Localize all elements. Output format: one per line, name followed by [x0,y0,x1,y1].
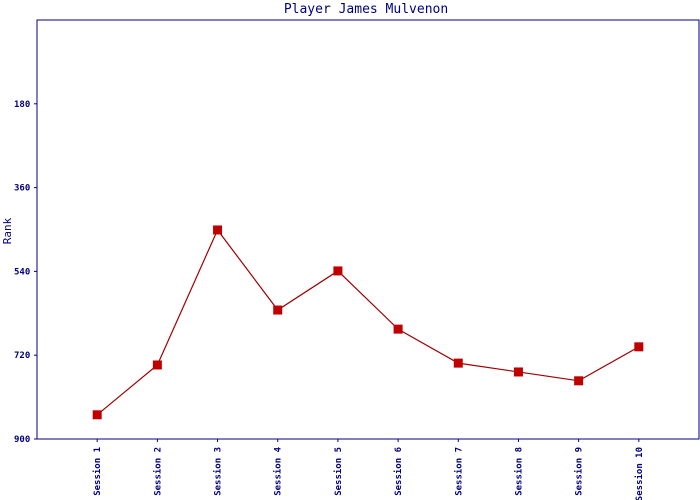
point-marker [273,305,283,315]
series-line [96,228,640,416]
y-tick-label: 720 [14,351,30,361]
x-tick-label: Session 8 [513,447,524,496]
x-tick-label: Session 1 [92,447,103,496]
plot-frame [36,19,700,440]
x-tick-label: Session 3 [213,447,224,496]
x-tick-label: Session 7 [453,447,464,496]
point-marker [453,358,463,368]
x-tick-label: Session 9 [574,447,585,496]
x-tick-label: Session 4 [273,446,284,495]
point-marker [393,324,403,334]
y-tick-label: 180 [14,100,30,110]
point-marker [92,410,102,420]
x-tick-label: Session 5 [333,447,344,496]
point-marker [634,342,644,352]
x-tick-label: Session 6 [393,447,404,496]
point-marker [574,376,584,386]
y-tick-label: 360 [14,184,30,194]
x-tick-label: Session 10 [634,447,645,500]
point-marker [513,367,523,377]
y-tick-label: 540 [14,267,30,277]
point-marker [333,266,343,276]
point-marker [213,225,223,235]
point-marker [152,360,162,370]
y-axis-label: Rank [1,217,14,244]
x-tick-label: Session 2 [152,447,163,496]
y-tick-label: 900 [14,435,30,445]
chart-title: Player James Mulvenon [284,2,448,17]
